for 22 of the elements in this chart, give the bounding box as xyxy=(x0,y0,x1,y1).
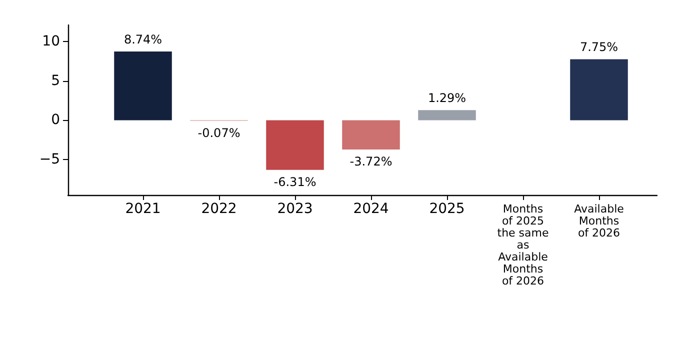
y-tick-label: 0 xyxy=(51,112,60,128)
bar xyxy=(342,120,400,150)
data-label: 8.74% xyxy=(124,32,162,46)
x-tick-label: 2023 xyxy=(277,201,313,217)
x-tick-label: Available Months of 2026 xyxy=(574,202,624,240)
y-tick-label: −5 xyxy=(39,152,60,168)
data-label: -6.31% xyxy=(274,174,316,189)
data-label: 7.75% xyxy=(580,40,618,54)
bar xyxy=(418,110,476,120)
bar xyxy=(114,51,172,120)
data-label: -0.07% xyxy=(198,126,240,140)
x-tick-label: 2024 xyxy=(353,201,389,217)
bar xyxy=(570,59,628,120)
data-label: 1.29% xyxy=(428,91,466,106)
y-tick-label: 5 xyxy=(51,72,60,89)
bar xyxy=(266,120,324,170)
y-tick-label: 10 xyxy=(42,34,60,50)
data-label: -3.72% xyxy=(350,154,392,169)
x-tick-label: 2022 xyxy=(201,201,237,217)
x-tick-label: Months of 2025 the same as Available Months of 2026 xyxy=(497,202,549,288)
x-tick-label: 2021 xyxy=(125,201,161,217)
x-tick-label: 2025 xyxy=(429,201,465,217)
